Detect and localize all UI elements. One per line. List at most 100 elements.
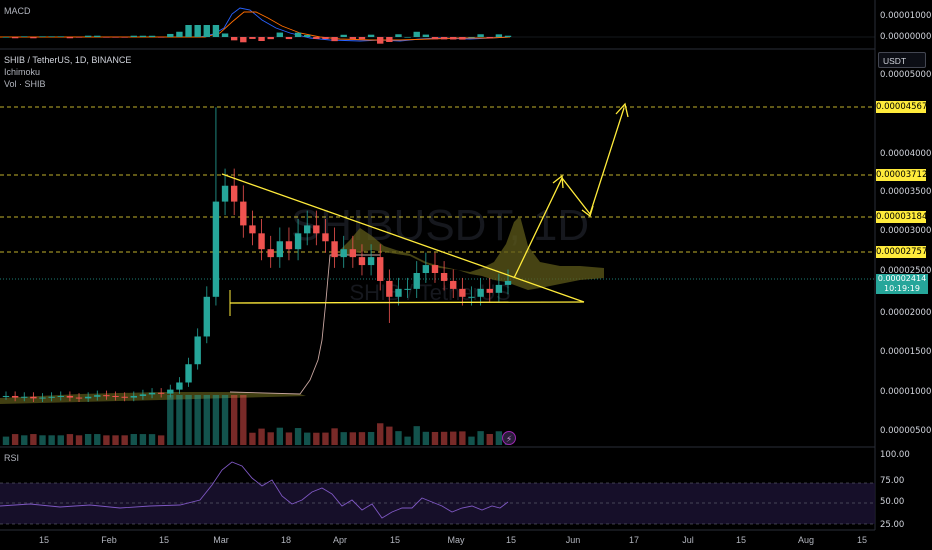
candle-body[interactable] — [148, 392, 156, 395]
candle-body[interactable] — [21, 396, 28, 398]
candle-body[interactable] — [176, 382, 183, 390]
candle-body[interactable] — [386, 280, 393, 297]
price-candles[interactable] — [2, 107, 512, 402]
volume-bar — [139, 434, 147, 445]
macd-hist-bar — [203, 25, 210, 37]
candle-body[interactable] — [340, 249, 347, 258]
candle-body[interactable] — [66, 395, 74, 398]
time-axis-label: Apr — [332, 535, 348, 545]
macd-hist-bar — [468, 37, 475, 38]
time-axis-label: May — [447, 535, 465, 545]
indicator-volume[interactable]: Vol · SHIB — [4, 79, 46, 89]
candle-body[interactable] — [94, 395, 101, 397]
time-axis-label: 15 — [735, 535, 747, 545]
candle-body[interactable] — [221, 185, 229, 202]
projection-arrows[interactable] — [513, 102, 629, 279]
candle-body[interactable] — [48, 396, 55, 398]
candle-body[interactable] — [276, 241, 284, 258]
candle-body[interactable] — [139, 394, 147, 396]
macd-hist-bar — [11, 37, 19, 39]
volume-bar — [413, 426, 420, 445]
macd-hist-bar — [66, 37, 74, 39]
price-axis-label: 0.00001500 — [880, 347, 932, 357]
volume-bar — [258, 428, 265, 445]
candle-body[interactable] — [249, 225, 256, 234]
macd-hist-bar — [313, 37, 320, 39]
volume-bar — [422, 431, 430, 445]
volume-bar — [294, 428, 302, 445]
candle-body[interactable] — [230, 185, 238, 202]
level-tag[interactable]: 0.00003184 — [876, 211, 928, 223]
candle-body[interactable] — [331, 241, 338, 258]
candle-body[interactable] — [185, 364, 192, 383]
candle-body[interactable] — [103, 395, 110, 397]
candle-body[interactable] — [267, 249, 274, 258]
volume-bar — [486, 433, 493, 445]
candle-body[interactable] — [203, 296, 210, 337]
time-axis-label: Mar — [213, 535, 229, 545]
candle-body[interactable] — [367, 257, 375, 266]
level-tag[interactable]: 0.00003712 — [876, 169, 928, 181]
candle-body[interactable] — [313, 225, 320, 234]
candle-body[interactable] — [349, 249, 357, 258]
level-tag[interactable]: 0.00002757 — [876, 246, 928, 258]
price-axis-label: 0.00002500 — [880, 266, 932, 276]
indicator-ichimoku[interactable]: Ichimoku — [4, 67, 41, 77]
rsi-axis-label: 50.00 — [880, 497, 905, 507]
candle-body[interactable] — [304, 225, 311, 234]
candle-body[interactable] — [358, 257, 366, 266]
level-lines[interactable] — [0, 106, 875, 280]
volume-bar — [240, 395, 247, 445]
candle-body[interactable] — [167, 389, 174, 394]
candle-body[interactable] — [30, 396, 37, 399]
volume-bar — [395, 431, 402, 445]
candle-body[interactable] — [39, 397, 46, 399]
time-axis-label: 15 — [856, 535, 868, 545]
volume-bar — [367, 431, 375, 445]
candle-body[interactable] — [422, 265, 430, 273]
candle-body[interactable] — [2, 395, 10, 397]
candle-body[interactable] — [57, 395, 64, 397]
volume-bar — [285, 432, 293, 445]
lightning-icon[interactable]: ⚡ — [502, 431, 516, 446]
candle-body[interactable] — [504, 280, 512, 285]
candle-body[interactable] — [112, 395, 119, 397]
candle-body[interactable] — [395, 288, 402, 297]
candle-body[interactable] — [431, 265, 439, 273]
volume-bar — [249, 432, 256, 445]
currency-selector[interactable]: USDT — [878, 52, 926, 68]
candle-body[interactable] — [413, 273, 420, 289]
candle-body[interactable] — [477, 288, 484, 297]
candle-body[interactable] — [212, 201, 220, 297]
volume-bar — [48, 435, 55, 445]
rsi-axis-label: 100.00 — [880, 450, 910, 460]
rsi-axis-label: 25.00 — [880, 520, 905, 530]
candle-body[interactable] — [294, 233, 302, 250]
candle-body[interactable] — [459, 288, 466, 297]
candle-body[interactable] — [194, 336, 201, 365]
candle-body[interactable] — [240, 201, 247, 226]
candle-body[interactable] — [130, 395, 137, 398]
candle-body[interactable] — [440, 273, 448, 281]
candle-body[interactable] — [121, 396, 128, 398]
volume-bar — [276, 427, 284, 445]
candle-body[interactable] — [258, 233, 265, 250]
candle-body[interactable] — [486, 288, 493, 293]
chart-title[interactable]: SHIB / TetherUS, 1D, BINANCE — [4, 55, 132, 65]
candle-body[interactable] — [450, 280, 457, 289]
level-tag[interactable]: 0.00004567 — [876, 101, 928, 113]
macd-hist-bar — [48, 36, 55, 37]
macd-hist-bar — [459, 37, 466, 40]
candle-body[interactable] — [468, 296, 475, 298]
triangle-pattern[interactable] — [221, 173, 585, 316]
candle-body[interactable] — [495, 284, 503, 293]
candle-body[interactable] — [404, 288, 411, 290]
candle-body[interactable] — [377, 257, 384, 281]
candle-body[interactable] — [285, 241, 293, 250]
candle-body[interactable] — [75, 397, 83, 399]
candle-body[interactable] — [322, 233, 329, 242]
candle-body[interactable] — [11, 395, 19, 398]
candle-body[interactable] — [157, 392, 165, 394]
candle-body[interactable] — [84, 396, 92, 399]
